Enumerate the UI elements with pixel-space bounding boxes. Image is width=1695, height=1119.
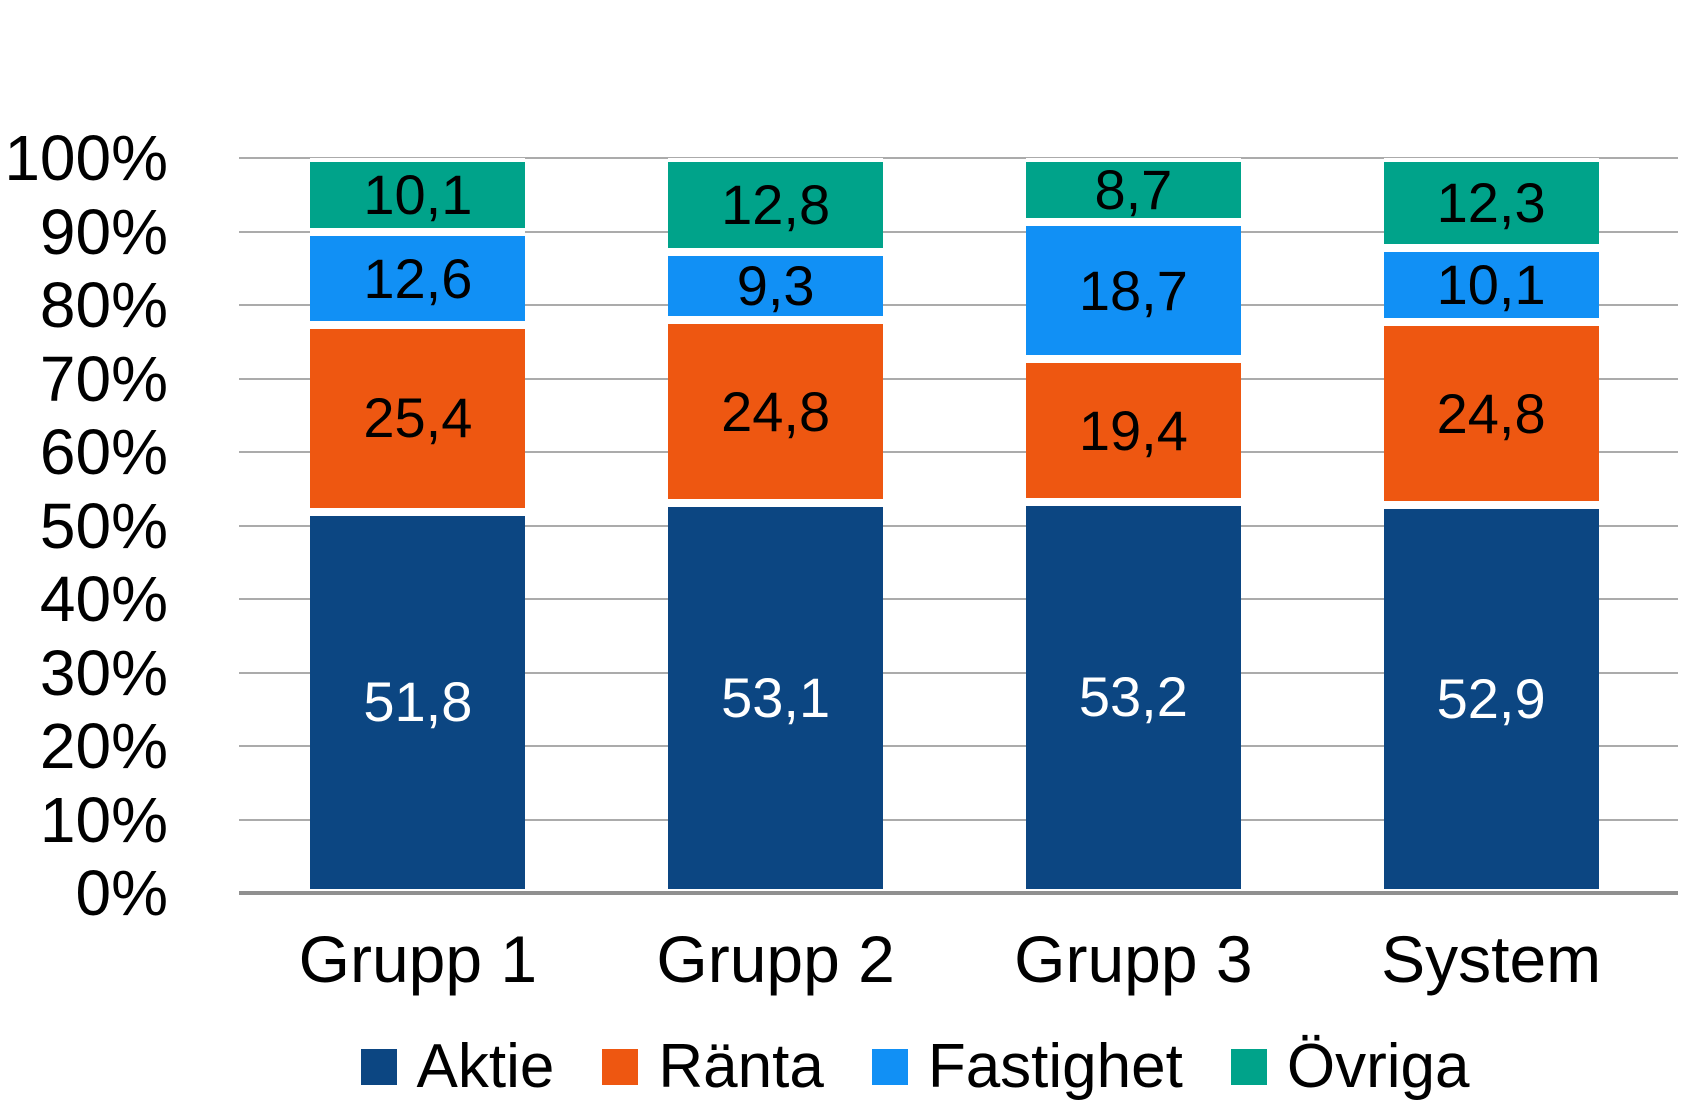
bar-segment-r-nta-grupp-3: 19,4 [1025, 359, 1241, 502]
legend-swatch-icon-aktie [360, 1049, 397, 1085]
legend-item-r-nta: Ränta [602, 1032, 824, 1101]
gridline-90% [239, 230, 1678, 233]
legend-swatch-icon-fastighet [871, 1049, 908, 1085]
x-tick-label-grupp-3: Grupp 3 [1014, 922, 1253, 996]
data-label-fastighet-grupp-2: 9,3 [736, 254, 815, 318]
gridline-100% [239, 157, 1678, 159]
gridline-60% [239, 451, 1678, 453]
bar-segment-aktie-system: 52,9 [1383, 504, 1599, 893]
y-tick-label-10pct: 10% [39, 783, 168, 856]
x-tick-label-grupp-2: Grupp 2 [656, 922, 895, 996]
legend-swatch-icon-r-nta [602, 1049, 639, 1085]
gridline-30% [239, 671, 1678, 674]
y-tick-label-100pct: 100% [4, 122, 168, 194]
bar-grupp-1: 51,8 25,4 12,6 10,1 [310, 158, 526, 893]
x-tick-label-system: System [1381, 922, 1602, 996]
y-tick-label-20pct: 20% [39, 710, 168, 782]
legend-label--vriga: Övriga [1286, 1032, 1470, 1101]
legend-label-aktie: Aktie [416, 1032, 555, 1101]
data-label-r-nta-grupp-1: 25,4 [363, 386, 473, 450]
bar-segment-r-nta-grupp-1: 25,4 [310, 325, 526, 512]
bar-segment-fastighet-system: 10,1 [1383, 248, 1599, 323]
bar-grupp-3: 53,2 19,4 18,7 8,7 [1025, 157, 1241, 893]
y-tick-label-80pct: 80% [39, 269, 168, 341]
legend: Aktie Ränta Fastighet Övriga [0, 1034, 1695, 1100]
x-axis-line [239, 891, 1678, 895]
y-tick-label-40pct: 40% [39, 563, 168, 635]
legend-swatch-icon--vriga [1230, 1049, 1267, 1085]
bar-segment--vriga-system: 12,3 [1383, 158, 1599, 249]
bar-system: 52,9 24,8 10,1 12,3 [1383, 158, 1599, 893]
bar-segment--vriga-grupp-1: 10,1 [310, 158, 526, 233]
gridline-20% [239, 745, 1678, 747]
y-tick-label-50pct: 50% [39, 489, 168, 562]
bar-segment-aktie-grupp-1: 51,8 [310, 511, 526, 893]
data-label-r-nta-grupp-2: 24,8 [721, 379, 831, 443]
x-tick-label-grupp-1: Grupp 1 [298, 922, 538, 996]
gridline-10% [239, 818, 1678, 821]
bar-segment-fastighet-grupp-3: 18,7 [1025, 221, 1241, 360]
bar-grupp-2: 53,1 24,8 9,3 12,8 [668, 158, 884, 893]
legend-item-aktie: Aktie [360, 1032, 555, 1101]
y-tick-label-60pct: 60% [39, 416, 168, 488]
bar-segment-fastighet-grupp-2: 9,3 [668, 252, 884, 321]
bar-segment--vriga-grupp-3: 8,7 [1025, 157, 1241, 222]
gridline-80% [239, 304, 1678, 306]
gridline-40% [239, 598, 1678, 600]
bar-segment-aktie-grupp-3: 53,2 [1025, 501, 1241, 893]
data-label-fastighet-grupp-3: 18,7 [1078, 258, 1188, 322]
data-label--vriga-system: 12,3 [1436, 171, 1546, 235]
data-label--vriga-grupp-3: 8,7 [1094, 157, 1173, 221]
data-label-r-nta-grupp-3: 19,4 [1078, 398, 1188, 462]
legend-label-r-nta: Ränta [658, 1032, 824, 1101]
data-label-aktie-system: 52,9 [1436, 666, 1546, 730]
data-label-aktie-grupp-1: 51,8 [363, 670, 473, 734]
data-label-fastighet-grupp-1: 12,6 [363, 246, 473, 310]
y-tick-label-70pct: 70% [39, 342, 168, 415]
gridline-70% [239, 377, 1678, 380]
bar-segment-r-nta-grupp-2: 24,8 [668, 320, 884, 503]
data-label-r-nta-system: 24,8 [1436, 381, 1546, 445]
y-tick-label-30pct: 30% [39, 636, 168, 709]
data-label-aktie-grupp-2: 53,1 [721, 665, 831, 729]
bar-segment--vriga-grupp-2: 12,8 [668, 158, 884, 253]
legend-item-fastighet: Fastighet [871, 1032, 1183, 1101]
data-label-fastighet-system: 10,1 [1436, 253, 1546, 317]
data-label--vriga-grupp-1: 10,1 [363, 163, 473, 227]
y-tick-label-0pct: 0% [75, 857, 169, 929]
legend-label-fastighet: Fastighet [927, 1032, 1183, 1101]
data-label-aktie-grupp-3: 53,2 [1078, 665, 1188, 729]
data-label--vriga-grupp-2: 12,8 [721, 173, 831, 237]
bar-segment-fastighet-grupp-1: 12,6 [310, 232, 526, 326]
legend-item--vriga: Övriga [1230, 1032, 1470, 1101]
bar-segment-aktie-grupp-2: 53,1 [668, 502, 884, 893]
bar-segment-r-nta-system: 24,8 [1383, 322, 1599, 505]
gridline-50% [239, 524, 1678, 527]
y-tick-label-90pct: 90% [39, 195, 168, 268]
